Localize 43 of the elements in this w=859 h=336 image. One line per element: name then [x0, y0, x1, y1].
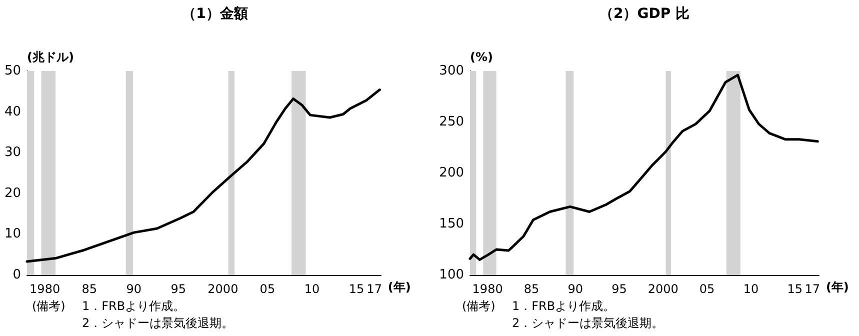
line-series [468, 74, 819, 261]
x-tick-label: 05 [699, 282, 715, 296]
chart-title: （2）GDP 比 [600, 6, 690, 22]
text: (備考) [32, 299, 66, 313]
text: 1．FRBより作成。 [512, 299, 616, 313]
x-tick-label: 85 [524, 282, 540, 296]
text: 1．FRBより作成。 [82, 299, 186, 313]
y-tick-label: 20 [4, 186, 21, 201]
x-axis-title: (年) [826, 280, 849, 294]
y-tick-label: 50 [4, 64, 21, 78]
y-axis-title: (%) [470, 50, 493, 64]
x-tick-label: 85 [82, 282, 97, 296]
chart-title: （1）金額 [182, 5, 248, 22]
y-tick-label: 10 [4, 226, 21, 242]
x-tick-label: 15 [348, 282, 364, 296]
x-axis-title: (年) [388, 280, 411, 294]
y-tick-label: 200 [439, 166, 464, 180]
x-tick-label: 17 [804, 282, 820, 296]
x-tick-label: 2000 [648, 282, 678, 296]
x-tick-label: 90 [568, 282, 583, 296]
x-tick-label: 05 [260, 282, 276, 296]
y-tick-label: 300 [439, 64, 464, 78]
x-tick-label: 95 [612, 282, 627, 296]
x-tick-label: 17 [366, 282, 382, 296]
y-tick-label: 250 [439, 114, 464, 130]
y-axis-title: (兆ドル) [27, 50, 74, 64]
x-tick-label: 10 [743, 282, 759, 296]
y-tick-label: 0 [12, 268, 21, 282]
text: 2．シャドーは景気後退期。 [512, 316, 664, 330]
y-tick-label: 100 [439, 268, 464, 282]
text: (備考) [462, 299, 496, 313]
x-tick-label: 90 [126, 282, 142, 296]
x-tick-label: 1980 [30, 282, 60, 296]
x-tick-label: 2000 [208, 282, 238, 296]
text: 2．シャドーは景気後退期。 [82, 316, 234, 330]
y-tick-label: 30 [4, 145, 21, 160]
x-tick-label: 95 [170, 282, 186, 296]
x-tick-label: 15 [787, 282, 802, 296]
y-tick-label: 150 [439, 216, 464, 232]
line-series [26, 88, 381, 263]
x-tick-label: 1980 [472, 282, 503, 296]
x-tick-label: 10 [304, 282, 320, 296]
y-tick-label: 40 [4, 104, 21, 120]
